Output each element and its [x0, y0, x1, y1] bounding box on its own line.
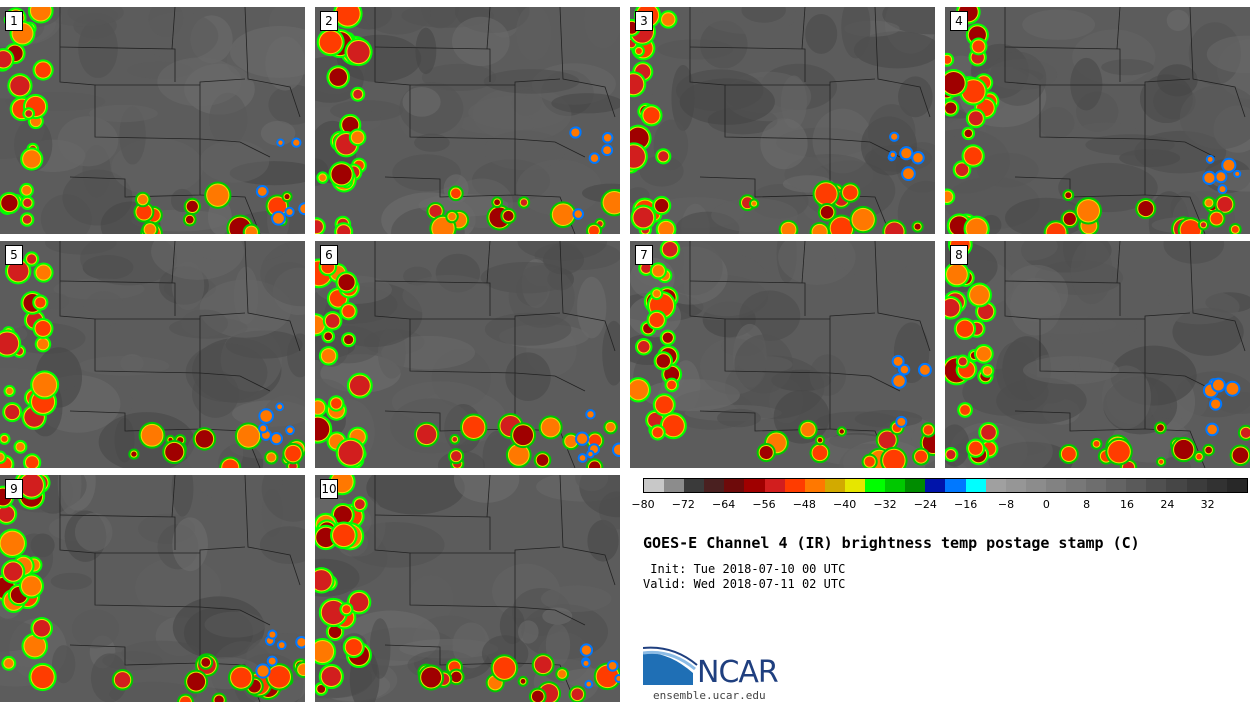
- colorbar-tick-label: −72: [671, 498, 695, 511]
- colorbar-swatch: [985, 479, 1006, 492]
- panel-number: 8: [950, 245, 968, 265]
- colorbar-swatch: [1146, 479, 1167, 492]
- colorbar-swatch: [804, 479, 825, 492]
- valid-time: Valid: Wed 2018-07-11 02 UTC: [643, 577, 846, 591]
- postage-stamp-panel: 8: [945, 241, 1250, 468]
- colorbar-swatch: [1226, 479, 1247, 492]
- colorbar-tick-label: −8: [997, 498, 1015, 511]
- colorbar-tick-label: −24: [913, 498, 937, 511]
- panel-number: 4: [950, 11, 968, 31]
- postage-stamp-panel: 5: [0, 241, 305, 468]
- colorbar-swatch: [925, 479, 946, 492]
- postage-stamp-panel: 1: [0, 7, 305, 234]
- colorbar-swatch: [865, 479, 886, 492]
- postage-stamp-panel: 6: [315, 241, 620, 468]
- colorbar-tick-label: −56: [752, 498, 776, 511]
- site-url: ensemble.ucar.edu: [653, 689, 766, 702]
- colorbar-swatch: [664, 479, 685, 492]
- colorbar-swatch: [885, 479, 906, 492]
- init-time: Init: Tue 2018-07-10 00 UTC: [643, 562, 846, 576]
- panel-number: 1: [5, 11, 23, 31]
- colorbar-tick-label: 24: [1160, 498, 1175, 511]
- colorbar-swatch: [1045, 479, 1066, 492]
- colorbar-tick-label: −40: [833, 498, 857, 511]
- ncar-logo-text: NCAR: [697, 655, 779, 690]
- colorbar-swatch: [965, 479, 986, 492]
- postage-stamp-panel: 10: [315, 475, 620, 702]
- colorbar-swatch: [764, 479, 785, 492]
- colorbar-swatch: [1186, 479, 1207, 492]
- colorbar-swatch: [1025, 479, 1046, 492]
- colorbar-swatch: [704, 479, 725, 492]
- colorbar-swatch: [1106, 479, 1127, 492]
- colorbar-swatch: [644, 479, 665, 492]
- colorbar-swatch: [905, 479, 926, 492]
- colorbar-swatch: [1206, 479, 1227, 492]
- colorbar-tick-label: 32: [1200, 498, 1215, 511]
- postage-stamp-panel: 4: [945, 7, 1250, 234]
- panel-number: 10: [320, 479, 338, 499]
- postage-stamp-panel: 3: [630, 7, 935, 234]
- colorbar-tick-label: 16: [1120, 498, 1134, 511]
- colorbar-swatch: [1166, 479, 1187, 492]
- panel-number: 2: [320, 11, 338, 31]
- colorbar-tick-label: −32: [873, 498, 897, 511]
- colorbar-tick-label: −80: [631, 498, 655, 511]
- colorbar-swatch: [1126, 479, 1147, 492]
- colorbar-tick-label: −16: [954, 498, 978, 511]
- colorbar-swatch: [824, 479, 845, 492]
- panel-number: 5: [5, 245, 23, 265]
- chart-title: GOES-E Channel 4 (IR) brightness temp po…: [643, 534, 1140, 552]
- colorbar-swatch: [945, 479, 966, 492]
- panel-number: 7: [635, 245, 653, 265]
- colorbar-tick-label: 0: [1042, 498, 1050, 511]
- panel-number: 9: [5, 479, 23, 499]
- colorbar-swatch: [684, 479, 705, 492]
- colorbar-swatch: [724, 479, 745, 492]
- postage-stamp-panel: 9: [0, 475, 305, 702]
- colorbar-swatch: [1065, 479, 1087, 492]
- colorbar-tick-label: −64: [712, 498, 736, 511]
- colorbar-ticks: −80 −72 −64 −56 −48 −40 −32 −24 −16 −8 0 8 16 24 32: [631, 498, 1248, 512]
- colorbar-swatch: [744, 479, 765, 492]
- temperature-colorbar: [643, 478, 1248, 493]
- colorbar-swatch: [1086, 479, 1107, 492]
- colorbar-swatch: [784, 479, 805, 492]
- colorbar-swatch: [1005, 479, 1026, 492]
- colorbar-tick-label: −48: [792, 498, 816, 511]
- panel-number: 6: [320, 245, 338, 265]
- colorbar-swatch: [844, 479, 866, 492]
- panel-number: 3: [635, 11, 653, 31]
- postage-stamp-panel: 2: [315, 7, 620, 234]
- postage-stamp-panel: 7: [630, 241, 935, 468]
- colorbar-tick-label: 8: [1083, 498, 1091, 511]
- ncar-logo-icon: [643, 646, 698, 685]
